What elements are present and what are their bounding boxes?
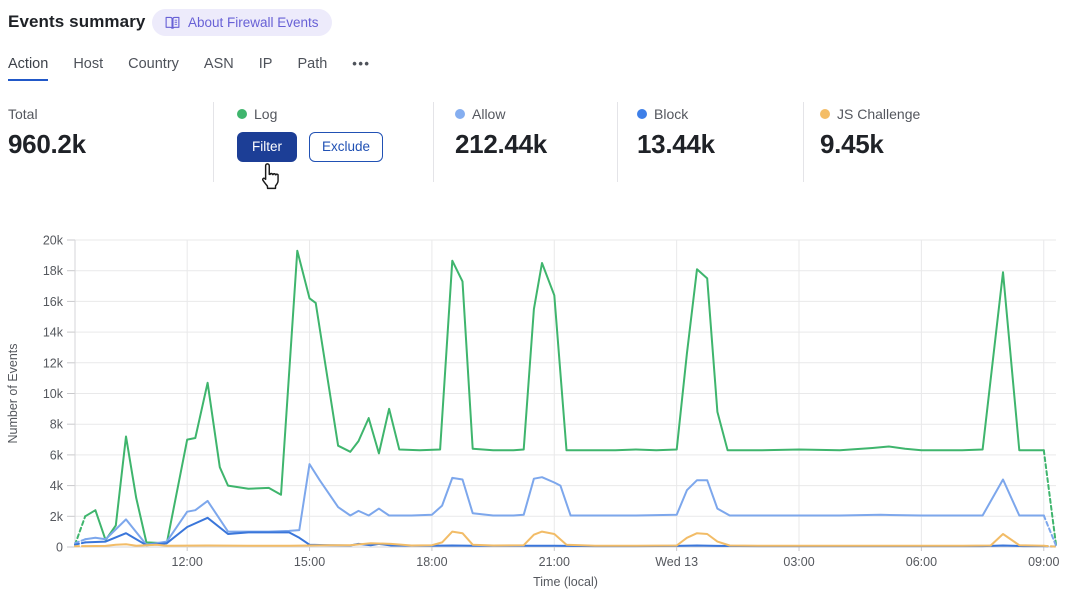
allow-series-line xyxy=(84,463,1045,546)
y-tick-label: 12k xyxy=(43,356,64,370)
y-tick-label: 10k xyxy=(43,387,64,401)
y-tick-label: 18k xyxy=(43,264,64,278)
about-firewall-events-badge[interactable]: About Firewall Events xyxy=(152,9,332,36)
tab-ip[interactable]: IP xyxy=(258,56,273,72)
tab-asn[interactable]: ASN xyxy=(203,56,234,72)
tab-bar: Action Host Country ASN IP Path ••• xyxy=(8,56,370,81)
y-axis-title: Number of Events xyxy=(6,343,20,443)
js-challenge-value: 9.45k xyxy=(820,129,884,159)
x-tick-label: 09:00 xyxy=(1028,555,1059,569)
y-tick-label: 8k xyxy=(50,418,64,432)
book-icon xyxy=(165,16,180,30)
total-value: 960.2k xyxy=(8,129,86,159)
x-tick-label: 12:00 xyxy=(172,555,203,569)
page-title: Events summary xyxy=(8,12,146,31)
allow-legend-dot-icon xyxy=(455,109,465,119)
js-challenge-legend-dot-icon xyxy=(820,109,830,119)
tab-path[interactable]: Path xyxy=(297,56,328,72)
js-challenge-series-dashed-tail xyxy=(1042,544,1057,548)
filter-button[interactable]: Filter xyxy=(237,132,297,162)
tab-action[interactable]: Action xyxy=(8,56,49,81)
block-label: Block xyxy=(654,106,689,122)
x-tick-label: 21:00 xyxy=(539,555,570,569)
x-tick-label: Wed 13 xyxy=(655,555,698,569)
mouse-cursor-pointer-icon xyxy=(258,162,283,191)
js-challenge-label: JS Challenge xyxy=(837,106,921,122)
stat-divider xyxy=(803,102,804,182)
log-series-dashed-tail xyxy=(1042,449,1057,546)
y-tick-label: 16k xyxy=(43,295,64,309)
log-label: Log xyxy=(254,106,278,122)
more-tabs-ellipsis-icon[interactable]: ••• xyxy=(352,56,371,71)
block-legend-dot-icon xyxy=(637,109,647,119)
allow-series-dashed-head xyxy=(74,538,87,545)
about-badge-label: About Firewall Events xyxy=(188,15,319,30)
stat-card-block: Block 13.44k xyxy=(637,106,715,160)
stat-card-js-challenge: JS Challenge 9.45k xyxy=(820,106,920,160)
allow-value: 212.44k xyxy=(455,129,547,159)
log-series-line xyxy=(84,249,1045,545)
allow-label: Allow xyxy=(472,106,506,122)
stat-card-total: Total 960.2k xyxy=(8,106,86,160)
stat-divider xyxy=(213,102,214,182)
y-tick-label: 0 xyxy=(56,541,63,555)
y-tick-label: 20k xyxy=(43,234,64,248)
allow-series-dashed-tail xyxy=(1042,514,1057,547)
stat-card-log: Log Filter Exclude xyxy=(237,106,384,162)
y-tick-label: 4k xyxy=(50,479,64,493)
log-series-dashed-head xyxy=(74,515,87,546)
tab-host[interactable]: Host xyxy=(73,56,104,72)
x-tick-label: 06:00 xyxy=(906,555,937,569)
x-axis-title: Time (local) xyxy=(533,575,598,589)
events-time-series-chart: 0 2k 4k 6k 8k 10k 12k 14k 16k 18k 20k 12:00 15:00 18:… xyxy=(6,234,1059,590)
x-tick-label: 15:00 xyxy=(294,555,325,569)
x-tick-label: 18:00 xyxy=(416,555,447,569)
exclude-button[interactable]: Exclude xyxy=(309,132,384,162)
stat-divider xyxy=(617,102,618,182)
total-label: Total xyxy=(8,106,38,122)
tab-country[interactable]: Country xyxy=(128,56,179,72)
y-tick-label: 2k xyxy=(50,510,64,524)
js-challenge-series-line xyxy=(84,530,1045,548)
x-tick-label: 03:00 xyxy=(783,555,814,569)
block-series-dashed-head xyxy=(74,541,87,546)
y-tick-label: 14k xyxy=(43,326,64,340)
stat-divider xyxy=(433,102,434,182)
block-value: 13.44k xyxy=(637,129,715,159)
y-tick-label: 6k xyxy=(50,448,64,462)
log-legend-dot-icon xyxy=(237,109,247,119)
stat-card-allow: Allow 212.44k xyxy=(455,106,547,160)
